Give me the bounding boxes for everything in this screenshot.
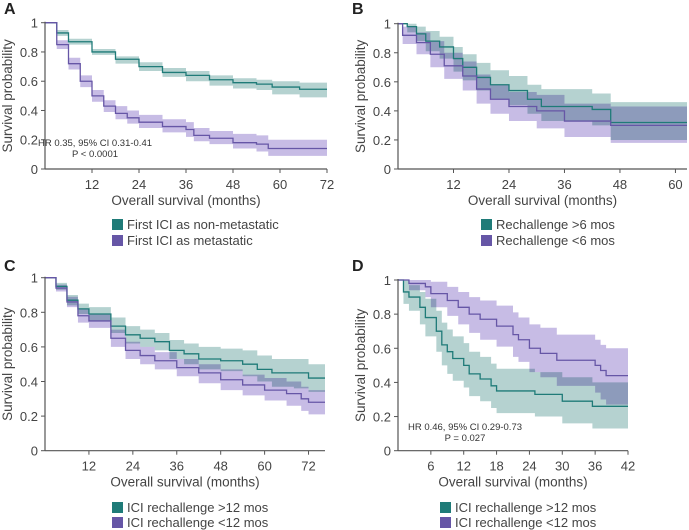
x-tick-label: 72 (320, 177, 334, 192)
x-tick-label: 42 (621, 459, 635, 474)
ci-band-teal (45, 277, 325, 392)
hazard-ratio-text: HR 0.46, 95% CI 0.29-0.73 (408, 422, 522, 433)
survival-curve-teal (45, 22, 327, 90)
y-tick-label: 0.4 (373, 375, 391, 390)
panel-label: A (4, 1, 16, 18)
y-axis-title: Survival probability (353, 308, 368, 422)
legend-label: ICI rechallenge <12 mos (455, 515, 597, 530)
legend-swatch-purple (112, 517, 123, 528)
legend-swatch-purple (481, 235, 492, 246)
survival-curve-purple (45, 22, 327, 150)
x-axis-title: Overall survival (months) (110, 475, 259, 490)
panel-c: C 0 0.2 0.4 0.6 0.8 1 12 24 36 48 60 72 Overall survi… (0, 258, 325, 530)
x-tick-label: 6 (427, 459, 434, 474)
x-axis-title: Overall survival (months) (438, 475, 587, 490)
legend-swatch-purple (440, 517, 451, 528)
x-tick-label: 36 (557, 177, 571, 192)
survival-curve-teal (398, 279, 628, 407)
y-tick-label: 0.2 (20, 409, 38, 424)
y-axis-title: Survival probability (353, 39, 368, 153)
x-axis-title: Overall survival (months) (468, 193, 617, 208)
panel-d: D 0 0.2 0.4 0.6 0.8 1 6 12 18 24 30 36 42 Overall surv… (352, 258, 635, 530)
ci-band-purple (398, 280, 628, 405)
x-tick-label: 60 (257, 459, 271, 474)
ci-band-purple (45, 277, 325, 415)
legend-swatch-teal (481, 219, 492, 230)
x-tick-label: 48 (213, 459, 227, 474)
x-tick-label: 24 (126, 459, 140, 474)
y-tick-label: 0.6 (373, 341, 391, 356)
x-tick-label: 36 (179, 177, 193, 192)
y-tick-label: 0.6 (20, 74, 38, 89)
y-tick-label: 1 (31, 271, 38, 286)
y-tick-label: 0.4 (20, 103, 38, 118)
panel-a: A 0 0.2 0.4 0.6 0.8 1 12 24 36 48 60 72 Overall survi… (0, 1, 334, 248)
x-tick-label: 60 (273, 177, 287, 192)
y-axis-title: Survival probability (0, 307, 15, 421)
x-tick-label: 48 (613, 177, 627, 192)
y-tick-label: 0.8 (20, 45, 38, 60)
y-tick-label: 0 (384, 444, 391, 459)
y-tick-label: 0 (31, 162, 38, 177)
legend-swatch-teal (112, 502, 123, 513)
y-tick-label: 0.2 (20, 133, 38, 148)
panel-label: D (352, 258, 364, 275)
x-tick-label: 36 (588, 459, 602, 474)
x-tick-label: 30 (555, 459, 569, 474)
x-tick-label: 18 (489, 459, 503, 474)
survival-curve-purple (398, 23, 687, 127)
survival-curve-purple (398, 279, 628, 377)
y-tick-label: 0.8 (20, 305, 38, 320)
y-tick-label: 0.8 (373, 46, 391, 61)
y-tick-label: 0.4 (373, 104, 391, 119)
y-tick-label: 0.2 (373, 133, 391, 148)
legend-swatch-teal (440, 502, 451, 513)
y-tick-label: 0.4 (20, 375, 38, 390)
x-tick-label: 24 (522, 459, 536, 474)
legend-label: First ICI as metastatic (127, 233, 253, 248)
panel-label: B (352, 1, 364, 18)
panel-b: B 0 0.2 0.4 0.6 0.8 1 12 24 36 48 60 Overall surviva… (352, 1, 687, 248)
y-tick-label: 1 (384, 17, 391, 32)
p-value-text: P < 0.0001 (72, 149, 118, 160)
x-tick-label: 24 (132, 177, 146, 192)
legend-label: ICI rechallenge >12 mos (127, 500, 269, 515)
panel-label: C (4, 258, 16, 275)
y-tick-label: 1 (384, 273, 391, 288)
y-axis-title: Survival probability (0, 39, 15, 153)
survival-curve-teal (398, 23, 687, 124)
legend-label: Rechallenge <6 mos (496, 233, 615, 248)
legend-swatch-teal (112, 219, 123, 230)
hazard-ratio-text: HR 0.35, 95% CI 0.31-0.41 (38, 138, 152, 149)
y-tick-label: 0 (384, 162, 391, 177)
survival-curve-purple (45, 277, 325, 403)
legend-label: ICI rechallenge <12 mos (127, 515, 269, 530)
x-tick-label: 12 (85, 177, 99, 192)
x-tick-label: 12 (82, 459, 96, 474)
y-tick-label: 0.6 (20, 340, 38, 355)
p-value-text: P = 0.027 (445, 433, 486, 444)
y-tick-label: 0 (31, 444, 38, 459)
x-tick-label: 36 (170, 459, 184, 474)
x-tick-label: 48 (226, 177, 240, 192)
y-tick-label: 1 (31, 16, 38, 31)
y-tick-label: 0.2 (373, 410, 391, 425)
legend-label: Rechallenge >6 mos (496, 217, 615, 232)
legend-swatch-purple (112, 235, 123, 246)
ci-band-teal (398, 280, 628, 429)
legend-label: First ICI as non-metastatic (127, 217, 279, 232)
ci-band-purple (398, 23, 687, 143)
x-tick-label: 24 (502, 177, 516, 192)
legend-label: ICI rechallenge >12 mos (455, 500, 597, 515)
x-tick-label: 60 (668, 177, 682, 192)
y-tick-label: 0.6 (373, 75, 391, 90)
x-axis-title: Overall survival (months) (111, 193, 260, 208)
x-tick-label: 12 (456, 459, 470, 474)
y-tick-label: 0.8 (373, 307, 391, 322)
x-tick-label: 12 (446, 177, 460, 192)
ci-band-teal (45, 22, 327, 98)
x-tick-label: 72 (301, 459, 315, 474)
